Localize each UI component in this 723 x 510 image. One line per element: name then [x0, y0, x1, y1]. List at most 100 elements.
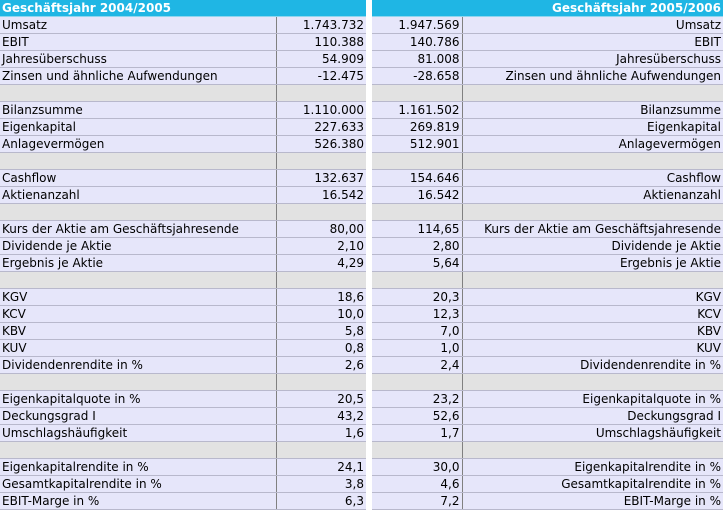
table-row: Aktienanzahl 16.542: [0, 186, 366, 204]
spacer-row: [372, 373, 723, 391]
value-2005-2006: 20,3: [372, 288, 463, 306]
table-row: 23,2 Eigenkapitalquote in %: [372, 390, 723, 408]
value-2004-2005: 10,0: [276, 305, 366, 323]
table-row: EBIT 110.388: [0, 33, 366, 51]
spacer-cell: [0, 203, 277, 221]
header-2004-2005: Geschäftsjahr 2004/2005: [0, 0, 276, 17]
row-label: Kurs der Aktie am Geschäftsjahresende: [0, 220, 277, 238]
spacer-row: [0, 271, 366, 289]
value-2004-2005: 5,8: [276, 322, 366, 340]
table-row: Umsatz 1.743.732: [0, 16, 366, 34]
row-label: Umsatz: [0, 16, 277, 34]
table-row: 1,7 Umschlagshäufigkeit: [372, 424, 723, 442]
value-2005-2006: 81.008: [372, 50, 463, 68]
value-2005-2006: 114,65: [372, 220, 463, 238]
table-row: 114,65 Kurs der Aktie am Geschäftsjahrese…: [372, 220, 723, 238]
row-label: Dividendenrendite in %: [462, 356, 723, 374]
spacer-cell: [276, 203, 366, 221]
value-2004-2005: 24,1: [276, 458, 366, 476]
row-label: Umschlagshäufigkeit: [0, 424, 277, 442]
table-row: Umschlagshäufigkeit 1,6: [0, 424, 366, 442]
row-label: Anlagevermögen: [0, 135, 277, 153]
row-label: Eigenkapitalrendite in %: [462, 458, 723, 476]
row-label: EBIT-Marge in %: [0, 492, 277, 510]
value-2005-2006: 154.646: [372, 169, 463, 187]
table-row: KGV 18,6: [0, 288, 366, 306]
value-2004-2005: 80,00: [276, 220, 366, 238]
value-2005-2006: 4,6: [372, 475, 463, 493]
row-label: Aktienanzahl: [462, 186, 723, 204]
spacer-cell: [0, 271, 277, 289]
spacer-row: [0, 152, 366, 170]
table-row: EBIT-Marge in % 6,3: [0, 492, 366, 510]
value-2004-2005: 16.542: [276, 186, 366, 204]
table-row: Kurs der Aktie am Geschäftsjahresende 80,…: [0, 220, 366, 238]
spacer-row: [372, 152, 723, 170]
value-2005-2006: 2,80: [372, 237, 463, 255]
value-2004-2005: 43,2: [276, 407, 366, 425]
table-row: Deckungsgrad I 43,2: [0, 407, 366, 425]
value-2004-2005: 110.388: [276, 33, 366, 51]
row-label: Eigenkapitalrendite in %: [0, 458, 277, 476]
spacer-row: [0, 441, 366, 459]
header-empty-cell: [276, 0, 366, 17]
value-2005-2006: 52,6: [372, 407, 463, 425]
spacer-cell: [372, 271, 463, 289]
table-row: Ergebnis je Aktie 4,29: [0, 254, 366, 272]
table-row: Anlagevermögen 526.380: [0, 135, 366, 153]
spacer-cell: [276, 373, 366, 391]
value-2005-2006: 1,0: [372, 339, 463, 357]
table-row: -28.658 Zinsen und ähnliche Aufwendungen: [372, 67, 723, 85]
row-label: KGV: [462, 288, 723, 306]
row-label: Gesamtkapitalrendite in %: [0, 475, 277, 493]
table-row: 140.786 EBIT: [372, 33, 723, 51]
value-2004-2005: 3,8: [276, 475, 366, 493]
value-2004-2005: 1.110.000: [276, 101, 366, 119]
table-2004-2005: Geschäftsjahr 2004/2005 Umsatz 1.743.732 E…: [0, 0, 366, 510]
spacer-cell: [0, 441, 277, 459]
table-row: Gesamtkapitalrendite in % 3,8: [0, 475, 366, 493]
row-label: Umschlagshäufigkeit: [462, 424, 723, 442]
table-row: 1.947.569 Umsatz: [372, 16, 723, 34]
value-2005-2006: 512.901: [372, 135, 463, 153]
row-label: Anlagevermögen: [462, 135, 723, 153]
value-2004-2005: 2,10: [276, 237, 366, 255]
value-2004-2005: 1,6: [276, 424, 366, 442]
value-2005-2006: 2,4: [372, 356, 463, 374]
table-row: 4,6 Gesamtkapitalrendite in %: [372, 475, 723, 493]
table-row: KUV 0,8: [0, 339, 366, 357]
value-2004-2005: 227.633: [276, 118, 366, 136]
table-row: 16.542 Aktienanzahl: [372, 186, 723, 204]
value-2005-2006: 23,2: [372, 390, 463, 408]
header-2005-2006: Geschäftsjahr 2005/2006: [462, 0, 723, 17]
spacer-row: [0, 84, 366, 102]
row-label: Ergebnis je Aktie: [462, 254, 723, 272]
row-label: Bilanzsumme: [0, 101, 277, 119]
table-row: 512.901 Anlagevermögen: [372, 135, 723, 153]
value-2005-2006: -28.658: [372, 67, 463, 85]
spacer-row: [372, 203, 723, 221]
row-label: Gesamtkapitalrendite in %: [462, 475, 723, 493]
spacer-row: [0, 373, 366, 391]
spacer-cell: [276, 152, 366, 170]
table-row: Dividende je Aktie 2,10: [0, 237, 366, 255]
table-row: Jahresüberschuss 54.909: [0, 50, 366, 68]
table-row: Bilanzsumme 1.110.000: [0, 101, 366, 119]
header-empty-cell: [372, 0, 462, 17]
value-2005-2006: 269.819: [372, 118, 463, 136]
spacer-cell: [276, 84, 366, 102]
value-2004-2005: 54.909: [276, 50, 366, 68]
table-row: 154.646 Cashflow: [372, 169, 723, 187]
value-2004-2005: -12.475: [276, 67, 366, 85]
row-label: Dividende je Aktie: [0, 237, 277, 255]
spacer-cell: [372, 152, 463, 170]
table-2005-2006: Geschäftsjahr 2005/2006 1.947.569 Umsatz 1…: [372, 0, 723, 510]
row-label: Umsatz: [462, 16, 723, 34]
value-2005-2006: 1,7: [372, 424, 463, 442]
row-label: KUV: [0, 339, 277, 357]
spacer-cell: [462, 152, 723, 170]
row-label: Bilanzsumme: [462, 101, 723, 119]
value-2004-2005: 2,6: [276, 356, 366, 374]
value-2004-2005: 6,3: [276, 492, 366, 510]
row-label: Ergebnis je Aktie: [0, 254, 277, 272]
